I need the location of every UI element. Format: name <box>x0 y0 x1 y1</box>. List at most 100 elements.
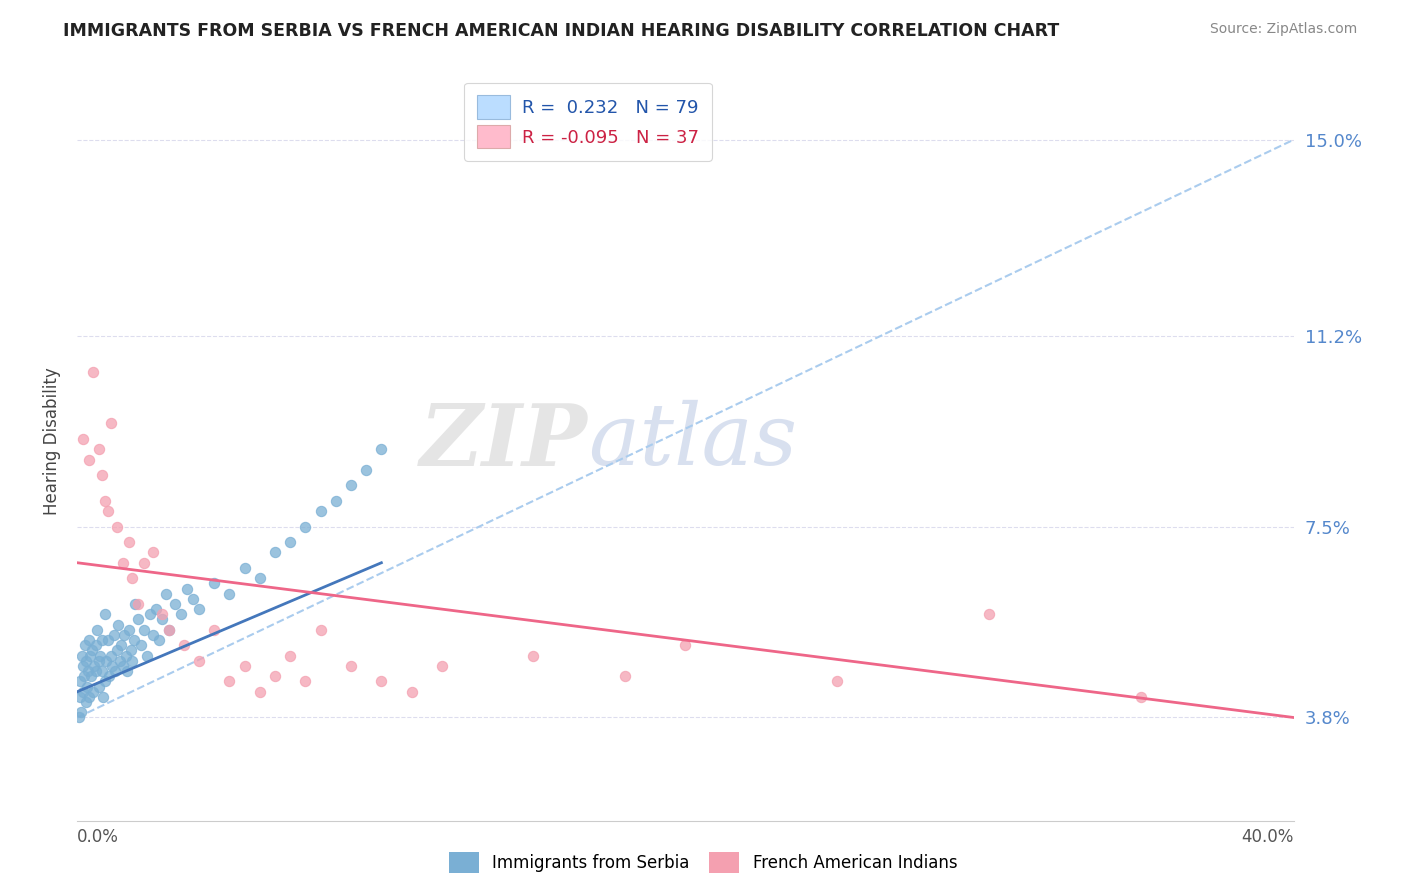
Point <box>100 648 122 663</box>
Point <box>309 504 332 518</box>
Point <box>152 607 174 622</box>
Point <box>84 638 107 652</box>
Point <box>79 690 101 704</box>
Y-axis label: Hearing Disability: Hearing Disability <box>42 368 60 516</box>
Point <box>675 638 697 652</box>
Point <box>827 674 849 689</box>
Point <box>157 623 180 637</box>
Point <box>157 623 180 637</box>
Point <box>82 365 104 379</box>
Point <box>84 664 107 678</box>
Point <box>118 535 141 549</box>
Point <box>121 571 143 585</box>
Point <box>67 710 90 724</box>
Point <box>115 648 138 663</box>
Point <box>176 582 198 596</box>
Point <box>139 607 162 622</box>
Point <box>145 602 167 616</box>
Point <box>129 638 152 652</box>
Text: Source: ZipAtlas.com: Source: ZipAtlas.com <box>1209 22 1357 37</box>
Point <box>278 535 301 549</box>
Point <box>114 628 136 642</box>
Point <box>117 664 139 678</box>
Point <box>120 643 142 657</box>
Point <box>278 648 301 663</box>
Point <box>170 607 193 622</box>
Point <box>73 638 96 652</box>
Point <box>111 556 134 570</box>
Point <box>370 442 392 457</box>
Point <box>249 684 271 698</box>
Point <box>75 654 97 668</box>
Point <box>97 504 120 518</box>
Point <box>90 664 112 678</box>
Point <box>294 519 316 533</box>
Point <box>121 654 143 668</box>
Point <box>134 623 156 637</box>
Point <box>91 633 114 648</box>
Point <box>69 674 91 689</box>
Point <box>72 659 94 673</box>
Point <box>188 602 211 616</box>
Point <box>75 695 97 709</box>
Point <box>979 607 1001 622</box>
Point <box>249 571 271 585</box>
Point <box>127 612 149 626</box>
Point <box>93 493 115 508</box>
Point <box>91 690 114 704</box>
Point <box>87 442 110 457</box>
Point <box>100 417 122 431</box>
Point <box>87 654 110 668</box>
Point <box>83 659 105 673</box>
Point <box>77 633 100 648</box>
Point <box>522 648 544 663</box>
Point <box>104 664 127 678</box>
Point <box>152 612 174 626</box>
Point <box>1130 690 1153 704</box>
Point <box>86 623 108 637</box>
Point <box>73 669 96 683</box>
Text: 0.0%: 0.0% <box>77 829 120 847</box>
Point <box>613 669 636 683</box>
Point <box>148 633 170 648</box>
Point <box>354 463 377 477</box>
Point <box>264 545 287 559</box>
Point <box>80 643 103 657</box>
Point <box>77 664 100 678</box>
Point <box>155 587 177 601</box>
Point <box>96 654 118 668</box>
Point <box>94 674 117 689</box>
Point <box>80 669 103 683</box>
Point <box>173 638 195 652</box>
Point <box>79 648 101 663</box>
Point <box>118 623 141 637</box>
Point <box>105 643 128 657</box>
Point <box>76 680 98 694</box>
Point <box>340 478 363 492</box>
Point <box>325 493 347 508</box>
Point <box>142 545 165 559</box>
Point <box>181 591 204 606</box>
Point <box>122 633 145 648</box>
Point <box>103 628 125 642</box>
Legend: R =  0.232   N = 79, R = -0.095   N = 37: R = 0.232 N = 79, R = -0.095 N = 37 <box>464 83 711 161</box>
Point <box>90 468 112 483</box>
Point <box>218 674 240 689</box>
Point <box>110 638 132 652</box>
Point <box>142 628 165 642</box>
Point <box>111 659 134 673</box>
Point <box>340 659 363 673</box>
Point <box>105 519 128 533</box>
Point <box>70 706 93 720</box>
Point <box>401 684 423 698</box>
Point <box>202 576 225 591</box>
Point <box>89 648 111 663</box>
Text: ZIP: ZIP <box>420 400 588 483</box>
Point <box>93 607 115 622</box>
Point <box>72 684 94 698</box>
Point <box>233 561 256 575</box>
Point <box>82 684 104 698</box>
Point <box>97 633 120 648</box>
Point <box>98 669 121 683</box>
Point <box>72 432 94 446</box>
